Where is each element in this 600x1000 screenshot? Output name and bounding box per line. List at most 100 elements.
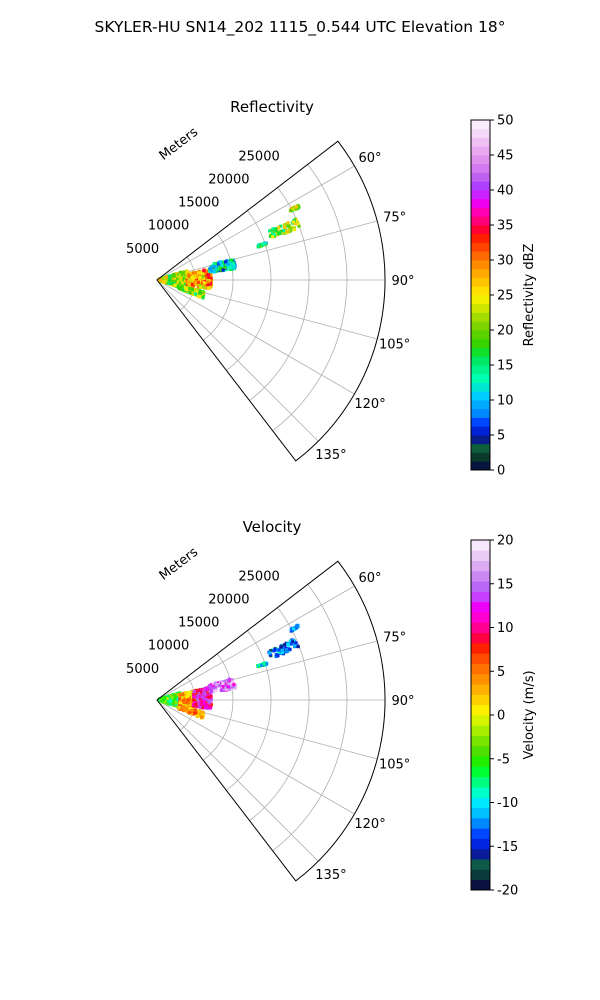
colorbar-segment [471, 198, 490, 208]
azimuth-line [156, 220, 378, 281]
colorbar-segment [471, 704, 490, 716]
echo-gate [230, 678, 234, 682]
echo-gate [186, 691, 190, 695]
colorbar-segment [471, 684, 490, 695]
echo-gate [193, 695, 197, 699]
colorbar-segment [471, 859, 490, 870]
colorbar-segment [471, 601, 490, 613]
echo-gate [288, 639, 292, 643]
echo-gate [192, 690, 196, 694]
echo-gate [161, 279, 165, 284]
echo-gate [200, 715, 204, 719]
echo-gate [196, 290, 200, 294]
echo-gate [201, 285, 205, 289]
colorbar-segment [471, 766, 490, 778]
echo-gate [207, 704, 211, 708]
echo-gate [209, 273, 213, 277]
echo-gate [208, 267, 212, 271]
echo-gate [274, 229, 278, 233]
echo-gate [183, 279, 188, 283]
colorbar-segment [471, 622, 490, 634]
echo-gate [170, 696, 174, 700]
echo-gate [286, 229, 290, 234]
range-ring [249, 187, 310, 401]
colorbar-segment [471, 268, 490, 278]
echo-gate [190, 282, 194, 286]
echo-gate [272, 233, 276, 237]
echo-gate [232, 682, 236, 686]
echo-gate [216, 262, 221, 266]
echo-gate [207, 286, 211, 290]
echo-gate [285, 648, 289, 652]
echo-gate [168, 702, 173, 706]
echo-gate [207, 276, 211, 280]
echo-gate [195, 703, 199, 707]
echo-gate [198, 285, 202, 289]
echo-gate [190, 287, 194, 291]
echo-gate [294, 207, 298, 211]
echo-gate [204, 270, 208, 274]
colorbar-segment [471, 295, 490, 305]
echo-gate [212, 262, 216, 266]
echo-gate [198, 705, 202, 709]
echo-gate [201, 290, 205, 294]
echo-gate [209, 694, 213, 698]
echo-gate [194, 277, 198, 281]
colorbar-segment [471, 776, 490, 788]
range-tick-label: 10000 [148, 639, 189, 654]
sector-frame [156, 560, 386, 882]
echo-gate [199, 697, 203, 701]
echo-gate [271, 235, 275, 239]
colorbar-segment [471, 260, 490, 270]
azimuth-tick-label: 90° [391, 694, 414, 709]
echo-gate [164, 696, 168, 700]
echo-gate [222, 688, 226, 692]
echo-gate [173, 693, 177, 697]
colorbar-tick-label: 10 [497, 394, 514, 409]
echo-gate [186, 272, 191, 276]
echo-gate [293, 222, 297, 226]
echo-gate [180, 281, 185, 285]
echo-gate [183, 697, 187, 701]
echo-gate [188, 710, 192, 715]
colorbar-tick-label: 15 [497, 359, 514, 374]
azimuth-tick-label: 60° [359, 151, 382, 166]
colorbar-segment [471, 879, 490, 891]
range-tick-label: 5000 [126, 662, 159, 677]
colorbar-segment [471, 225, 490, 235]
range-tick-label: 20000 [208, 592, 249, 607]
azimuth-tick-label: 120° [354, 817, 385, 832]
echo-gate [219, 688, 223, 692]
echo-gate [218, 684, 222, 688]
echo-gate [198, 700, 202, 704]
echo-gate [202, 281, 206, 285]
echo-gate [284, 231, 288, 235]
echo-gate [209, 689, 214, 693]
echo-gate [205, 687, 209, 692]
echo-gate [200, 271, 204, 275]
echo-gate [279, 645, 283, 649]
range-ring [203, 233, 234, 341]
range-tick-label: 15000 [178, 616, 219, 631]
echo-gate [177, 705, 181, 709]
colorbar-segment [471, 694, 490, 706]
echo-gate [174, 701, 179, 705]
echo-gate [198, 294, 202, 299]
echo-gate [201, 691, 205, 695]
echo-gate [196, 274, 200, 278]
echo-gate [198, 712, 202, 716]
colorbar-segment [471, 242, 490, 252]
echo-gate [206, 282, 210, 287]
echo-gate [206, 698, 211, 702]
echo-gate [181, 705, 185, 709]
echo-gate [190, 708, 194, 712]
echo-gate [280, 650, 284, 655]
echo-gate [227, 677, 231, 681]
colorbar-segment [471, 426, 490, 436]
colorbar-tick-label: 25 [497, 289, 514, 304]
echo-gate [197, 271, 201, 275]
echo-gate [192, 288, 196, 292]
colorbar-segment [471, 591, 490, 603]
echo-gate [209, 278, 214, 282]
colorbar-segment [471, 391, 490, 401]
